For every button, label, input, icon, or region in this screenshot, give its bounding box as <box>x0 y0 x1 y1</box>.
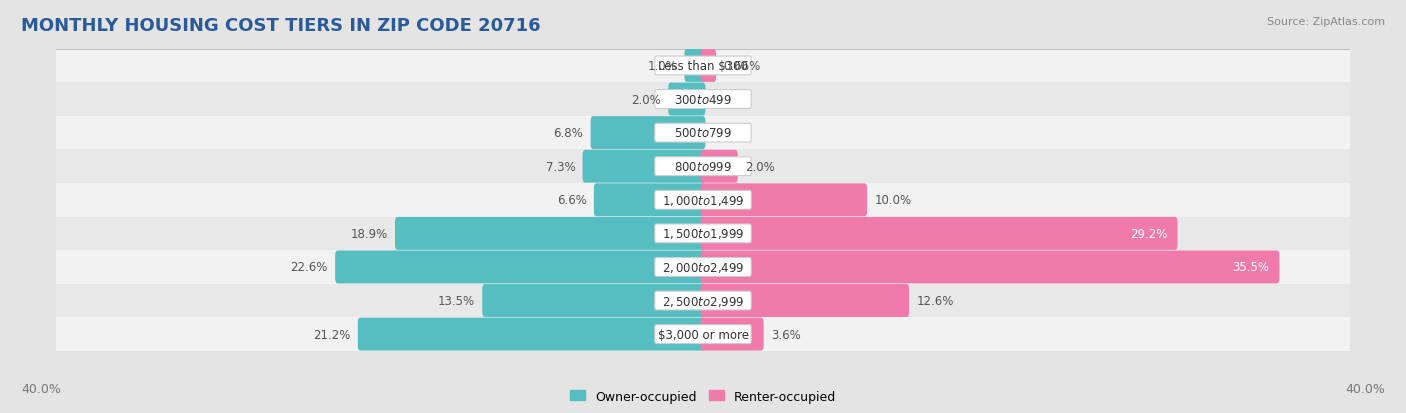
FancyBboxPatch shape <box>582 150 706 183</box>
Text: 40.0%: 40.0% <box>1346 382 1385 395</box>
Bar <box>56 183 1350 217</box>
Text: MONTHLY HOUSING COST TIERS IN ZIP CODE 20716: MONTHLY HOUSING COST TIERS IN ZIP CODE 2… <box>21 17 541 34</box>
Bar <box>56 284 1350 318</box>
Text: 12.6%: 12.6% <box>917 294 953 307</box>
FancyBboxPatch shape <box>655 191 751 210</box>
FancyBboxPatch shape <box>700 50 716 83</box>
Text: 3.6%: 3.6% <box>770 328 800 341</box>
Text: 7.3%: 7.3% <box>546 160 575 173</box>
FancyBboxPatch shape <box>655 224 751 243</box>
FancyBboxPatch shape <box>700 184 868 217</box>
FancyBboxPatch shape <box>655 57 751 76</box>
Bar <box>56 217 1350 251</box>
FancyBboxPatch shape <box>700 285 910 317</box>
FancyBboxPatch shape <box>668 83 706 116</box>
Bar <box>56 50 1350 83</box>
Text: $500 to $799: $500 to $799 <box>673 127 733 140</box>
Text: Less than $300: Less than $300 <box>658 60 748 73</box>
FancyBboxPatch shape <box>655 90 751 109</box>
Text: 6.8%: 6.8% <box>554 127 583 140</box>
FancyBboxPatch shape <box>357 318 706 351</box>
FancyBboxPatch shape <box>685 50 706 83</box>
FancyBboxPatch shape <box>655 292 751 310</box>
Text: 29.2%: 29.2% <box>1129 227 1167 240</box>
Text: 13.5%: 13.5% <box>437 294 475 307</box>
Text: 10.0%: 10.0% <box>875 194 911 207</box>
Text: $2,500 to $2,999: $2,500 to $2,999 <box>662 294 744 308</box>
FancyBboxPatch shape <box>700 318 763 351</box>
Text: $800 to $999: $800 to $999 <box>673 160 733 173</box>
Text: 2.0%: 2.0% <box>631 93 661 106</box>
FancyBboxPatch shape <box>700 150 738 183</box>
Text: 0.66%: 0.66% <box>723 60 761 73</box>
Text: $3,000 or more: $3,000 or more <box>658 328 748 341</box>
FancyBboxPatch shape <box>395 217 706 250</box>
FancyBboxPatch shape <box>335 251 706 284</box>
Text: 21.2%: 21.2% <box>314 328 350 341</box>
Text: $300 to $499: $300 to $499 <box>673 93 733 106</box>
Bar <box>56 251 1350 284</box>
FancyBboxPatch shape <box>655 157 751 176</box>
Bar <box>56 83 1350 116</box>
Text: 6.6%: 6.6% <box>557 194 586 207</box>
Text: 22.6%: 22.6% <box>291 261 328 274</box>
Text: $1,500 to $1,999: $1,500 to $1,999 <box>662 227 744 241</box>
FancyBboxPatch shape <box>655 325 751 344</box>
Bar <box>56 150 1350 183</box>
FancyBboxPatch shape <box>593 184 706 217</box>
Text: 40.0%: 40.0% <box>21 382 60 395</box>
Text: 2.0%: 2.0% <box>745 160 775 173</box>
FancyBboxPatch shape <box>591 117 706 150</box>
Text: $2,000 to $2,499: $2,000 to $2,499 <box>662 260 744 274</box>
Bar <box>56 116 1350 150</box>
Bar <box>56 318 1350 351</box>
Text: 18.9%: 18.9% <box>350 227 388 240</box>
Text: Source: ZipAtlas.com: Source: ZipAtlas.com <box>1267 17 1385 26</box>
FancyBboxPatch shape <box>482 285 706 317</box>
Text: 35.5%: 35.5% <box>1232 261 1268 274</box>
FancyBboxPatch shape <box>700 251 1279 284</box>
FancyBboxPatch shape <box>655 124 751 142</box>
FancyBboxPatch shape <box>700 217 1178 250</box>
Legend: Owner-occupied, Renter-occupied: Owner-occupied, Renter-occupied <box>569 390 837 403</box>
Text: 1.0%: 1.0% <box>647 60 678 73</box>
FancyBboxPatch shape <box>655 258 751 277</box>
Text: $1,000 to $1,499: $1,000 to $1,499 <box>662 193 744 207</box>
